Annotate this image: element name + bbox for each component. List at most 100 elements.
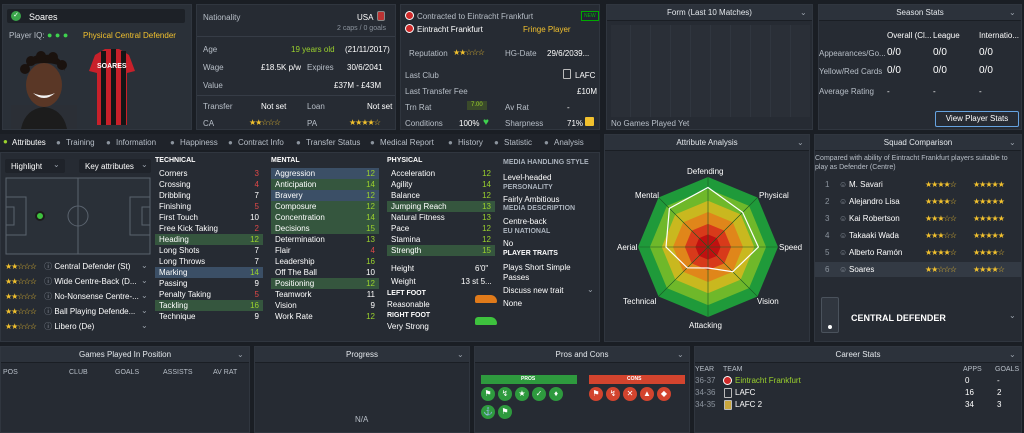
attribute-row[interactable]: Off The Ball 10: [271, 267, 379, 278]
career-row[interactable]: 34-35 LAFC 2 34 3: [695, 399, 1021, 410]
attribute-row[interactable]: Finishing 5: [155, 201, 263, 212]
trait-pro-icon[interactable]: ✓: [532, 387, 546, 401]
role-row[interactable]: ★★☆☆☆ ⓘ Ball Playing Defende...: [5, 306, 151, 317]
attribute-row[interactable]: Agility 14: [387, 179, 495, 190]
attribute-row[interactable]: Balance 12: [387, 190, 495, 201]
tab-contract-info[interactable]: Contract Info: [238, 138, 284, 147]
tab-transfer-status[interactable]: Transfer Status: [306, 138, 361, 147]
role-row[interactable]: ★★☆☆☆ ⓘ Libero (De): [5, 321, 151, 332]
tab-information[interactable]: Information: [116, 138, 157, 147]
chevron-down-icon[interactable]: ⌄: [457, 350, 464, 359]
chevron-down-icon[interactable]: ⌄: [587, 285, 594, 294]
attribute-row[interactable]: Determination 13: [271, 234, 379, 245]
attribute-row[interactable]: Bravery 12: [271, 190, 379, 201]
trait-pro-icon[interactable]: ⚓: [481, 405, 495, 419]
attribute-row[interactable]: Tackling 16: [155, 300, 263, 311]
role-row[interactable]: ★★☆☆☆ ⓘ Central Defender (St): [5, 261, 151, 272]
attribute-row[interactable]: Penalty Taking 5: [155, 289, 263, 300]
squad-row[interactable]: ☺ 4 Takaaki Wada ★★★☆☆ ★★★★★: [815, 228, 1021, 243]
chevron-down-icon[interactable]: ⌄: [237, 350, 244, 359]
chevron-down-icon[interactable]: ⌄: [141, 291, 148, 300]
tab-statistic[interactable]: Statistic: [504, 138, 533, 147]
chevron-down-icon[interactable]: ⌄: [1009, 350, 1016, 359]
attribute-row[interactable]: Vision 9: [271, 300, 379, 311]
trait-pro-icon[interactable]: ↯: [498, 387, 512, 401]
attribute-row[interactable]: Passing 9: [155, 278, 263, 289]
attribute-row[interactable]: Free Kick Taking 2: [155, 223, 263, 234]
attribute-row[interactable]: Anticipation 14: [271, 179, 379, 190]
attribute-row[interactable]: Strength 15: [387, 245, 495, 256]
heart-icon: ♥: [483, 117, 489, 128]
highlight-dropdown[interactable]: [5, 159, 65, 173]
key-attributes-dropdown[interactable]: [79, 159, 151, 173]
trait-con-icon[interactable]: ⚑: [589, 387, 603, 401]
chevron-down-icon[interactable]: ⌄: [797, 138, 804, 147]
attribute-row[interactable]: Dribbling 7: [155, 190, 263, 201]
chevron-down-icon[interactable]: ⌄: [141, 306, 148, 315]
squad-row[interactable]: ☺ 1 M. Savari ★★★★☆ ★★★★★: [815, 177, 1021, 192]
trait-pro-icon[interactable]: ♦: [549, 387, 563, 401]
discuss-trait-button[interactable]: Discuss new trait: [503, 286, 564, 295]
attribute-row[interactable]: Composure 12: [271, 201, 379, 212]
attribute-row[interactable]: Pace 12: [387, 223, 495, 234]
tab-training[interactable]: Training: [66, 138, 95, 147]
chevron-down-icon[interactable]: ⌄: [1009, 311, 1016, 320]
squad-row[interactable]: ☺ 6 Soares ★★☆☆☆ ★★★★☆: [815, 262, 1021, 277]
attribute-row[interactable]: Long Throws 7: [155, 256, 263, 267]
trait-con-icon[interactable]: ◆: [657, 387, 671, 401]
trait-pro-icon[interactable]: ⚑: [498, 405, 512, 419]
tab-analysis[interactable]: Analysis: [554, 138, 584, 147]
career-team: LAFC 2: [735, 400, 763, 409]
attribute-row[interactable]: Flair 4: [271, 245, 379, 256]
attribute-row[interactable]: Positioning 12: [271, 278, 379, 289]
attribute-row[interactable]: Heading 12: [155, 234, 263, 245]
career-row[interactable]: 36-37 Eintracht Frankfurt 0 -: [695, 375, 1021, 386]
attribute-row[interactable]: Concentration 14: [271, 212, 379, 223]
squad-row[interactable]: ☺ 5 Alberto Ramón ★★★★☆ ★★★★☆: [815, 245, 1021, 260]
career-row[interactable]: 34-36 LAFC 16 2: [695, 387, 1021, 398]
attribute-row[interactable]: Technique 9: [155, 311, 263, 322]
chevron-down-icon[interactable]: ⌄: [141, 276, 148, 285]
attribute-row[interactable]: First Touch 10: [155, 212, 263, 223]
squad-row[interactable]: ☺ 2 Alejandro Lisa ★★★★☆ ★★★★★: [815, 194, 1021, 209]
divider: [197, 95, 395, 96]
trait-pro-icon[interactable]: ★: [515, 387, 529, 401]
chevron-down-icon[interactable]: ⌄: [141, 321, 148, 330]
attribute-row[interactable]: Long Shots 7: [155, 245, 263, 256]
chevron-down-icon[interactable]: ⌄: [800, 8, 807, 17]
attribute-row[interactable]: Leadership 16: [271, 256, 379, 267]
tab-happiness[interactable]: Happiness: [180, 138, 218, 147]
attribute-row[interactable]: Corners 3: [155, 168, 263, 179]
attribute-name: Heading: [159, 235, 189, 244]
attribute-row[interactable]: Jumping Reach 13: [387, 201, 495, 212]
role-row[interactable]: ★★☆☆☆ ⓘ Wide Centre-Back (D...: [5, 276, 151, 287]
attribute-row[interactable]: Aggression 12: [271, 168, 379, 179]
tab-medical-report[interactable]: Medical Report: [380, 138, 434, 147]
view-player-stats-button[interactable]: View Player Stats: [935, 111, 1019, 127]
attribute-row[interactable]: Acceleration 12: [387, 168, 495, 179]
chevron-down-icon[interactable]: ⌄: [1009, 8, 1016, 17]
trait-con-icon[interactable]: ▲: [640, 387, 654, 401]
attribute-row[interactable]: Stamina 12: [387, 234, 495, 245]
tab-attributes[interactable]: Attributes: [12, 138, 46, 147]
reputation-stars: ★★☆☆☆: [453, 48, 485, 57]
chevron-down-icon[interactable]: ⌄: [677, 350, 684, 359]
tab-history[interactable]: History: [458, 138, 483, 147]
trait-pro-icon[interactable]: ⚑: [481, 387, 495, 401]
attribute-name: Concentration: [275, 213, 325, 222]
chevron-down-icon[interactable]: ⌄: [1009, 138, 1016, 147]
role-row[interactable]: ★★☆☆☆ ⓘ No-Nonsense Centre-...: [5, 291, 151, 302]
squad-row[interactable]: ☺ 3 Kai Robertson ★★★☆☆ ★★★★★: [815, 211, 1021, 226]
traits-none: None: [503, 299, 523, 308]
attribute-row[interactable]: Decisions 15: [271, 223, 379, 234]
season-col: Internatio...: [979, 31, 1020, 40]
chevron-down-icon[interactable]: ⌄: [141, 261, 148, 270]
attribute-row[interactable]: Teamwork 11: [271, 289, 379, 300]
attribute-row[interactable]: Work Rate 12: [271, 311, 379, 322]
trait-con-icon[interactable]: ✕: [623, 387, 637, 401]
attribute-row[interactable]: Crossing 4: [155, 179, 263, 190]
attribute-row[interactable]: Marking 14: [155, 267, 263, 278]
trait-con-icon[interactable]: ↯: [606, 387, 620, 401]
attribute-row[interactable]: Natural Fitness 13: [387, 212, 495, 223]
career-year: 34-35: [695, 400, 716, 409]
